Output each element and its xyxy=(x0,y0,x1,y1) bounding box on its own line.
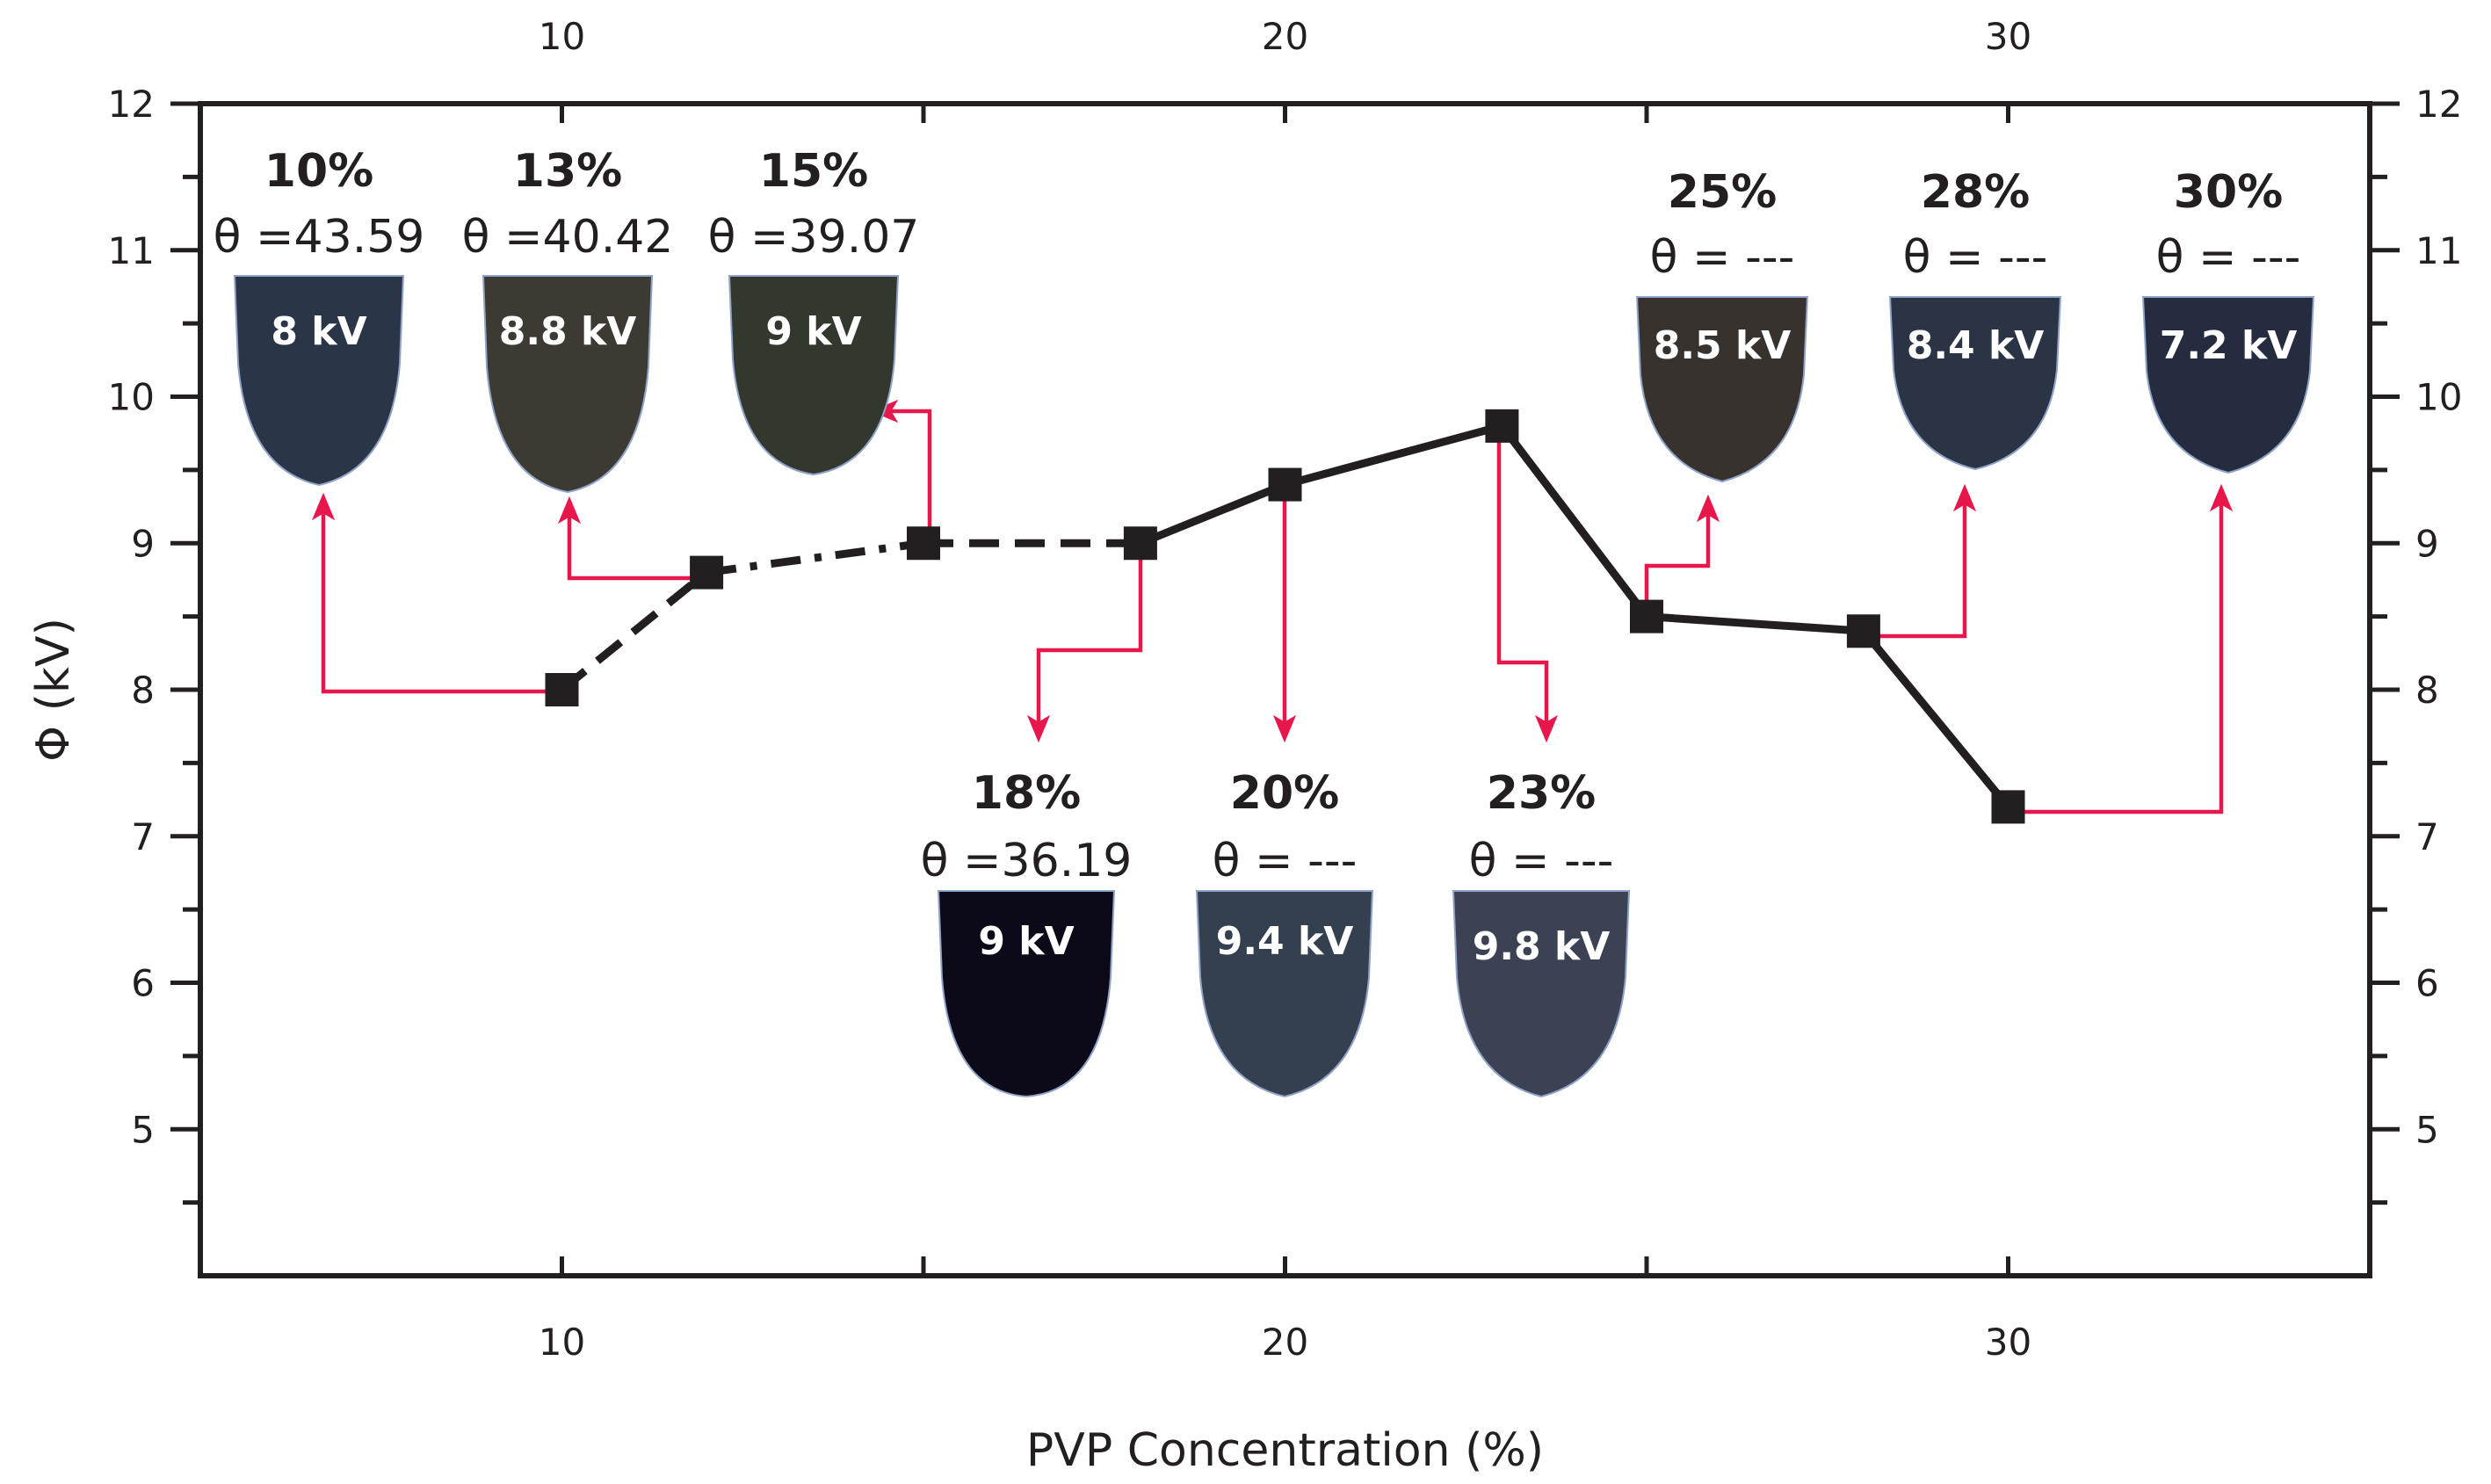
x-tick-label-bottom: 30 xyxy=(1985,1321,2031,1364)
concentration-label: 25% xyxy=(1668,166,1777,219)
data-point-marker xyxy=(1123,526,1157,561)
drop-annotation: 25% θ = --- 8.5 kV xyxy=(1635,166,1809,483)
contact-angle-label: θ =39.07 xyxy=(708,211,920,264)
annotation-arrow xyxy=(1644,494,1720,617)
y-tick-label-left: 12 xyxy=(108,83,155,126)
y-tick-label-right: 12 xyxy=(2415,83,2462,126)
annotation-arrow xyxy=(1861,483,1977,639)
annotation-arrow xyxy=(2004,483,2234,814)
concentration-label: 10% xyxy=(264,145,373,198)
voltage-label: 8.8 kV xyxy=(499,309,637,354)
concentration-label: 23% xyxy=(1487,767,1596,820)
voltage-label: 8 kV xyxy=(271,309,366,354)
concentration-label: 15% xyxy=(759,145,868,198)
concentration-label: 30% xyxy=(2174,166,2283,219)
data-point-marker xyxy=(1846,614,1880,648)
y-tick-label-left: 7 xyxy=(131,815,155,858)
drop-annotation: 30% θ = --- 7.2 kV xyxy=(2141,166,2315,474)
contact-angle-label: θ =43.59 xyxy=(214,211,425,264)
voltage-label: 7.2 kV xyxy=(2160,323,2298,368)
drop-annotation: 15% θ =39.07 9 kV xyxy=(708,145,920,476)
annotation-arrow xyxy=(870,399,932,550)
concentration-label: 20% xyxy=(1230,767,1339,820)
contact-angle-label: θ = --- xyxy=(2156,231,2301,284)
annotation-arrow xyxy=(557,496,709,581)
x-axis-title: PVP Concentration (%) xyxy=(1026,1424,1544,1477)
droplet-image xyxy=(728,275,900,476)
droplet-image xyxy=(2141,296,2315,474)
droplet-image xyxy=(937,890,1116,1098)
concentration-label: 28% xyxy=(1921,166,2030,219)
data-point-marker xyxy=(690,555,724,590)
contact-angle-label: θ = --- xyxy=(1213,835,1358,887)
y-tick-label-right: 6 xyxy=(2415,962,2439,1005)
drop-annotation: 18% θ =36.19 9 kV xyxy=(921,767,1133,1098)
contact-angle-label: θ = --- xyxy=(1903,231,2048,284)
drop-annotation: 10% θ =43.59 8 kV xyxy=(214,145,425,487)
series-line-segment xyxy=(706,539,924,577)
y-tick-label-right: 10 xyxy=(2415,376,2462,419)
drop-annotation: 28% θ = --- 8.4 kV xyxy=(1888,166,2062,471)
voltage-label: 8.4 kV xyxy=(1907,323,2045,368)
y-tick-label-right: 7 xyxy=(2415,815,2439,858)
series-line-segment xyxy=(1139,481,1287,547)
contact-angle-label: θ =36.19 xyxy=(921,835,1133,887)
annotation-arrow xyxy=(311,492,565,694)
data-point-marker xyxy=(545,673,579,706)
contact-angle-label: θ = --- xyxy=(1469,835,1614,887)
y-tick-label-left: 10 xyxy=(108,376,155,419)
drop-annotation: 20% θ = --- 9.4 kV xyxy=(1195,767,1374,1098)
y-tick-label-left: 8 xyxy=(131,669,155,712)
voltage-label: 9.8 kV xyxy=(1473,924,1611,969)
droplet-image xyxy=(1635,296,1809,483)
concentration-label: 18% xyxy=(972,767,1081,820)
droplet-image xyxy=(233,275,405,487)
drop-annotation: 13% θ =40.42 8.8 kV xyxy=(462,145,674,494)
series-line-segment xyxy=(1284,422,1503,489)
data-point-marker xyxy=(1268,467,1302,502)
annotation-arrow xyxy=(1026,543,1143,743)
y-tick-label-right: 8 xyxy=(2415,669,2439,712)
voltage-label: 9.4 kV xyxy=(1216,919,1354,964)
series-line-segment xyxy=(1646,612,1865,635)
series-line-segment xyxy=(1860,628,2011,810)
y-tick-label-left: 9 xyxy=(131,522,155,565)
series-line-segment xyxy=(559,569,709,693)
y-axis-title: Φ (kV) xyxy=(27,618,80,762)
x-tick-label-bottom: 20 xyxy=(1262,1321,1308,1364)
concentration-label: 13% xyxy=(513,145,622,198)
data-point-marker xyxy=(1630,599,1663,633)
y-tick-label-right: 9 xyxy=(2415,522,2439,565)
droplet-image xyxy=(1195,890,1374,1098)
contact-angle-label: θ =40.42 xyxy=(462,211,674,264)
data-point-marker xyxy=(907,526,940,561)
droplet-image xyxy=(1888,296,2062,471)
voltage-label: 8.5 kV xyxy=(1654,323,1792,368)
drop-annotation: 23% θ = --- 9.8 kV xyxy=(1452,767,1631,1098)
droplet-image xyxy=(1452,890,1631,1098)
y-tick-label-left: 5 xyxy=(131,1108,155,1151)
data-point-marker xyxy=(1485,409,1519,443)
series-line-segment xyxy=(1498,423,1650,619)
droplet-image xyxy=(482,275,654,494)
y-tick-label-left: 11 xyxy=(108,229,155,272)
y-tick-label-right: 11 xyxy=(2415,229,2462,272)
y-tick-label-left: 6 xyxy=(131,962,155,1005)
x-tick-label-bottom: 10 xyxy=(539,1321,585,1364)
x-tick-label-top: 30 xyxy=(1985,15,2031,58)
x-tick-label-top: 20 xyxy=(1262,15,1308,58)
y-tick-label-right: 5 xyxy=(2415,1108,2439,1151)
voltage-label: 9 kV xyxy=(765,309,861,354)
contact-angle-label: θ = --- xyxy=(1650,231,1795,284)
x-tick-label-top: 10 xyxy=(539,15,585,58)
voltage-label: 9 kV xyxy=(978,919,1074,964)
data-point-marker xyxy=(1991,790,2025,824)
